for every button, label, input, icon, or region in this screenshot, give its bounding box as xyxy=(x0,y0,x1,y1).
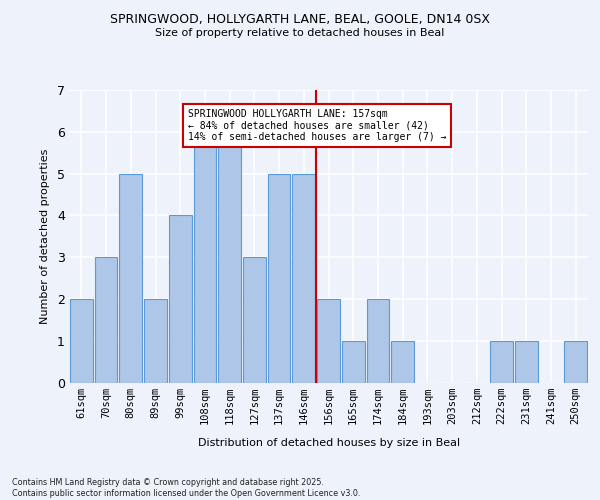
Bar xyxy=(317,299,340,382)
Bar xyxy=(268,174,290,382)
Bar xyxy=(218,132,241,382)
Bar xyxy=(144,299,167,382)
Bar xyxy=(367,299,389,382)
Bar xyxy=(169,216,191,382)
Bar xyxy=(95,257,118,382)
Text: Size of property relative to detached houses in Beal: Size of property relative to detached ho… xyxy=(155,28,445,38)
Text: Distribution of detached houses by size in Beal: Distribution of detached houses by size … xyxy=(198,438,460,448)
Text: SPRINGWOOD HOLLYGARTH LANE: 157sqm
← 84% of detached houses are smaller (42)
14%: SPRINGWOOD HOLLYGARTH LANE: 157sqm ← 84%… xyxy=(188,109,446,142)
Bar xyxy=(194,132,216,382)
Text: SPRINGWOOD, HOLLYGARTH LANE, BEAL, GOOLE, DN14 0SX: SPRINGWOOD, HOLLYGARTH LANE, BEAL, GOOLE… xyxy=(110,12,490,26)
Bar xyxy=(391,340,414,382)
Text: Contains HM Land Registry data © Crown copyright and database right 2025.
Contai: Contains HM Land Registry data © Crown c… xyxy=(12,478,361,498)
Bar xyxy=(342,340,365,382)
Bar xyxy=(243,257,266,382)
Bar xyxy=(292,174,315,382)
Y-axis label: Number of detached properties: Number of detached properties xyxy=(40,148,50,324)
Bar xyxy=(70,299,93,382)
Bar xyxy=(119,174,142,382)
Bar xyxy=(515,340,538,382)
Bar xyxy=(490,340,513,382)
Bar xyxy=(564,340,587,382)
